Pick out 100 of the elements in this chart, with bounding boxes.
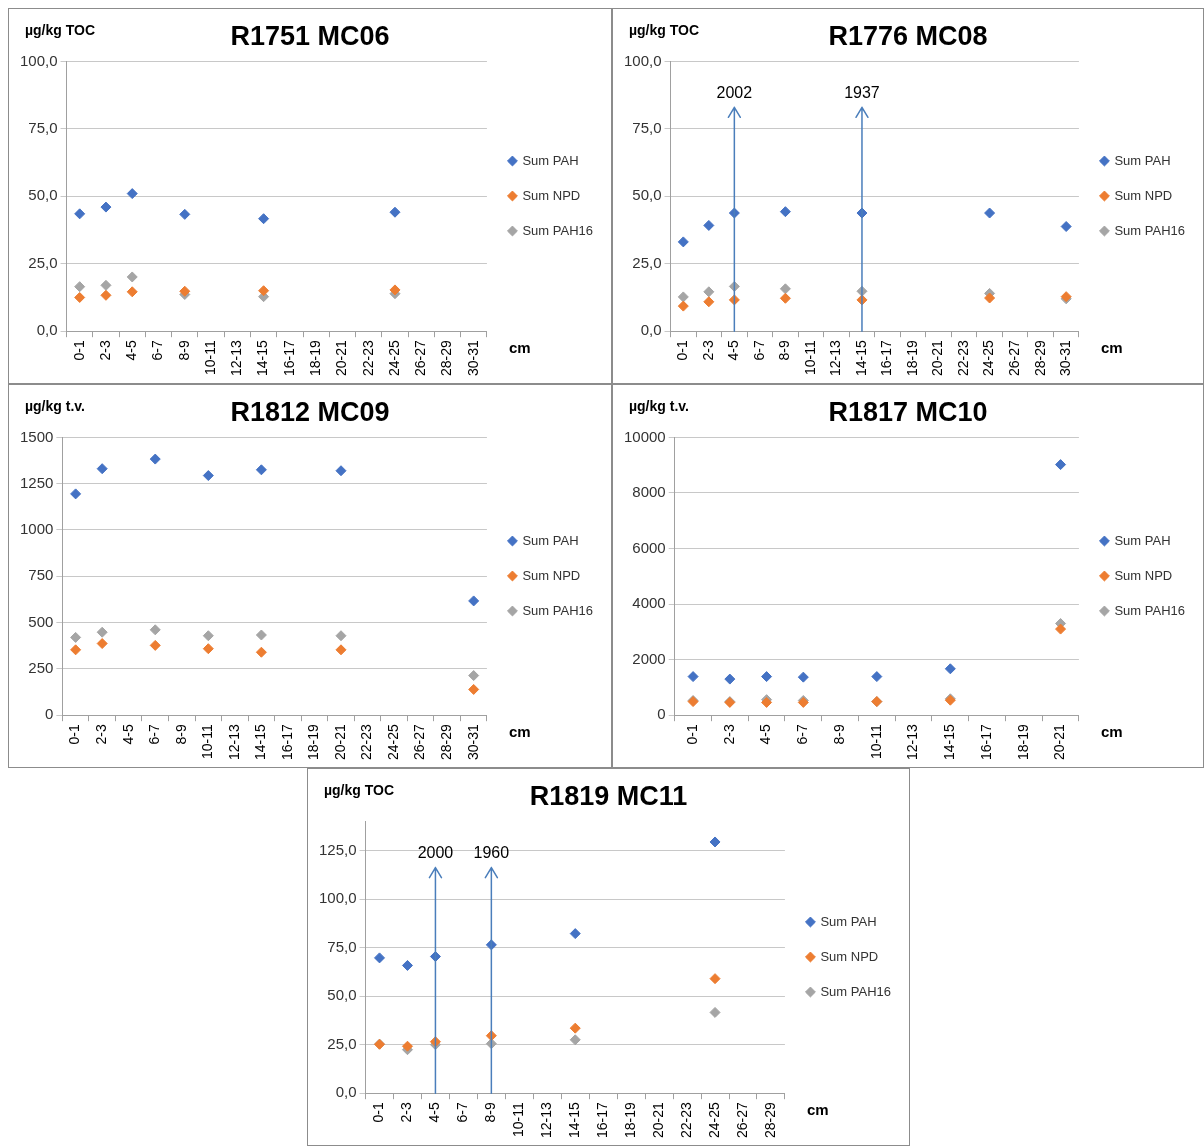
point [984, 292, 996, 304]
y-tick-label: 0 [45, 705, 54, 723]
point [401, 959, 413, 971]
point [703, 296, 715, 308]
x-tick-label: 2-3 [96, 339, 113, 361]
y-tick-label: 10000 [623, 427, 666, 445]
legend-label: Sum PAH [820, 913, 877, 929]
point [728, 207, 740, 219]
x-tick-label: 28-29 [1031, 339, 1048, 377]
point [100, 289, 112, 301]
y-tick-label: 125,0 [318, 840, 357, 858]
ref-line-label: 1937 [844, 83, 880, 101]
point [724, 673, 736, 685]
point [258, 213, 270, 225]
x-tick-label: 8-9 [175, 339, 192, 361]
y-tick-label: 0,0 [335, 1083, 357, 1101]
x-axis-title: cm [1100, 339, 1123, 357]
x-tick-label: 4-5 [426, 1101, 443, 1123]
y-tick-label: 4000 [632, 594, 666, 612]
x-tick-label: 0-1 [370, 1101, 387, 1123]
y-tick-label: 100,0 [623, 51, 662, 69]
x-tick-label: 16-17 [977, 723, 994, 761]
x-tick-label: 24-25 [705, 1101, 722, 1139]
y-tick-label: 75,0 [632, 118, 662, 136]
point [779, 206, 791, 218]
chart-title: R1817 MC10 [828, 396, 988, 427]
point [677, 291, 689, 303]
x-axis-title: cm [508, 339, 531, 357]
x-tick-label: 20-21 [1051, 723, 1068, 761]
y-tick-label: 250 [28, 659, 54, 677]
point [96, 463, 108, 475]
point [100, 201, 112, 213]
point [255, 646, 267, 658]
legend-label: Sum PAH16 [1114, 602, 1186, 618]
y-axis-title: µg/kg t.v. [25, 397, 85, 414]
y-tick-label: 50,0 [327, 986, 357, 1004]
legend-label: Sum NPD [1114, 187, 1173, 203]
x-tick-label: 10-11 [801, 339, 818, 375]
legend-label: Sum PAH [522, 532, 579, 548]
chart-title: R1776 MC08 [828, 20, 988, 51]
x-tick-label: 22-23 [359, 339, 376, 377]
x-tick-label: 8-9 [776, 339, 793, 361]
point [1055, 623, 1067, 635]
x-tick-label: 24-25 [385, 339, 402, 377]
x-tick-label: 16-17 [278, 723, 295, 761]
point [70, 631, 82, 643]
point [703, 219, 715, 231]
x-tick-label: 22-23 [954, 339, 971, 377]
point [485, 939, 497, 951]
point [779, 292, 791, 304]
x-tick-label: 10-11 [201, 339, 218, 375]
x-tick-label: 6-7 [794, 723, 811, 745]
x-tick-label: 8-9 [482, 1101, 499, 1123]
y-tick-label: 2000 [632, 649, 666, 667]
x-axis-title: cm [508, 723, 531, 741]
x-tick-label: 24-25 [384, 723, 401, 761]
x-tick-label: 6-7 [149, 339, 166, 361]
x-tick-label: 6-7 [146, 723, 163, 745]
x-tick-label: 16-17 [280, 339, 297, 377]
y-tick-label: 25,0 [632, 253, 662, 271]
y-tick-label: 0 [657, 705, 666, 723]
x-tick-label: 4-5 [119, 723, 136, 745]
point [677, 300, 689, 312]
chart-title: R1751 MC06 [230, 20, 390, 51]
point [944, 663, 956, 675]
point [569, 1022, 581, 1034]
x-tick-label: 20-21 [649, 1101, 666, 1139]
point [1055, 459, 1067, 471]
point [202, 643, 214, 655]
point [401, 1040, 413, 1052]
y-tick-label: 0,0 [640, 321, 662, 339]
point [126, 286, 138, 298]
x-tick-label: 16-17 [594, 1101, 611, 1139]
y-tick-label: 1000 [19, 520, 54, 538]
x-tick-label: 22-23 [677, 1101, 694, 1139]
x-tick-label: 4-5 [725, 339, 742, 361]
x-tick-label: 18-19 [305, 723, 322, 761]
x-tick-label: 18-19 [1014, 723, 1031, 761]
x-tick-label: 22-23 [358, 723, 375, 761]
x-tick-label: 6-7 [750, 339, 767, 361]
y-tick-label: 50,0 [632, 186, 662, 204]
chart-title: R1812 MC09 [230, 396, 390, 427]
x-tick-label: 12-13 [904, 723, 921, 761]
point [202, 630, 214, 642]
x-tick-label: 16-17 [878, 339, 895, 377]
point [703, 286, 715, 298]
y-tick-label: 50,0 [28, 186, 58, 204]
y-axis-title: µg/kg t.v. [629, 397, 689, 414]
y-tick-label: 1250 [19, 473, 54, 491]
point [779, 283, 791, 295]
x-tick-label: 2-3 [699, 339, 716, 361]
point [335, 630, 347, 642]
point [569, 928, 581, 940]
legend-label: Sum PAH16 [522, 602, 594, 618]
point [202, 470, 214, 482]
x-tick-label: 12-13 [827, 339, 844, 377]
point [149, 453, 161, 465]
legend-label: Sum NPD [522, 567, 581, 583]
y-tick-label: 6000 [632, 538, 666, 556]
x-tick-label: 20-21 [331, 723, 348, 761]
